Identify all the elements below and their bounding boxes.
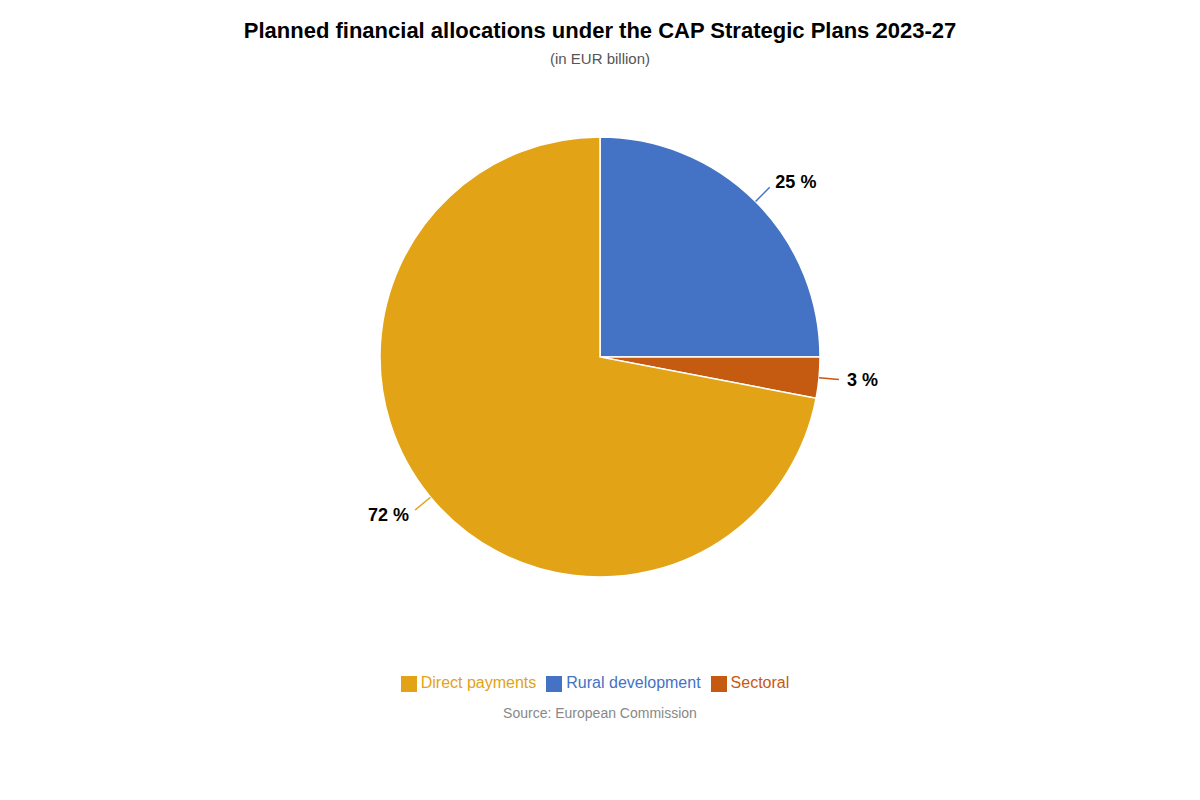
html-text:Direct payments: Direct payments: [420, 674, 537, 691]
svg-text:72 %: 72 %: [368, 505, 409, 525]
html-text:(in EUR billion): (in EUR billion): [550, 50, 650, 67]
html-text:Sectoral: Sectoral: [730, 674, 790, 691]
svg-text:3 %: 3 %: [847, 370, 878, 390]
html-text:Rural development: Rural development: [566, 674, 701, 691]
html-text:Planned financial allocations: Planned financial allocations under the …: [243, 18, 957, 43]
html-text:Source: European Commission: Source: European Commission: [503, 705, 697, 721]
svg-text:25 %: 25 %: [775, 172, 816, 192]
